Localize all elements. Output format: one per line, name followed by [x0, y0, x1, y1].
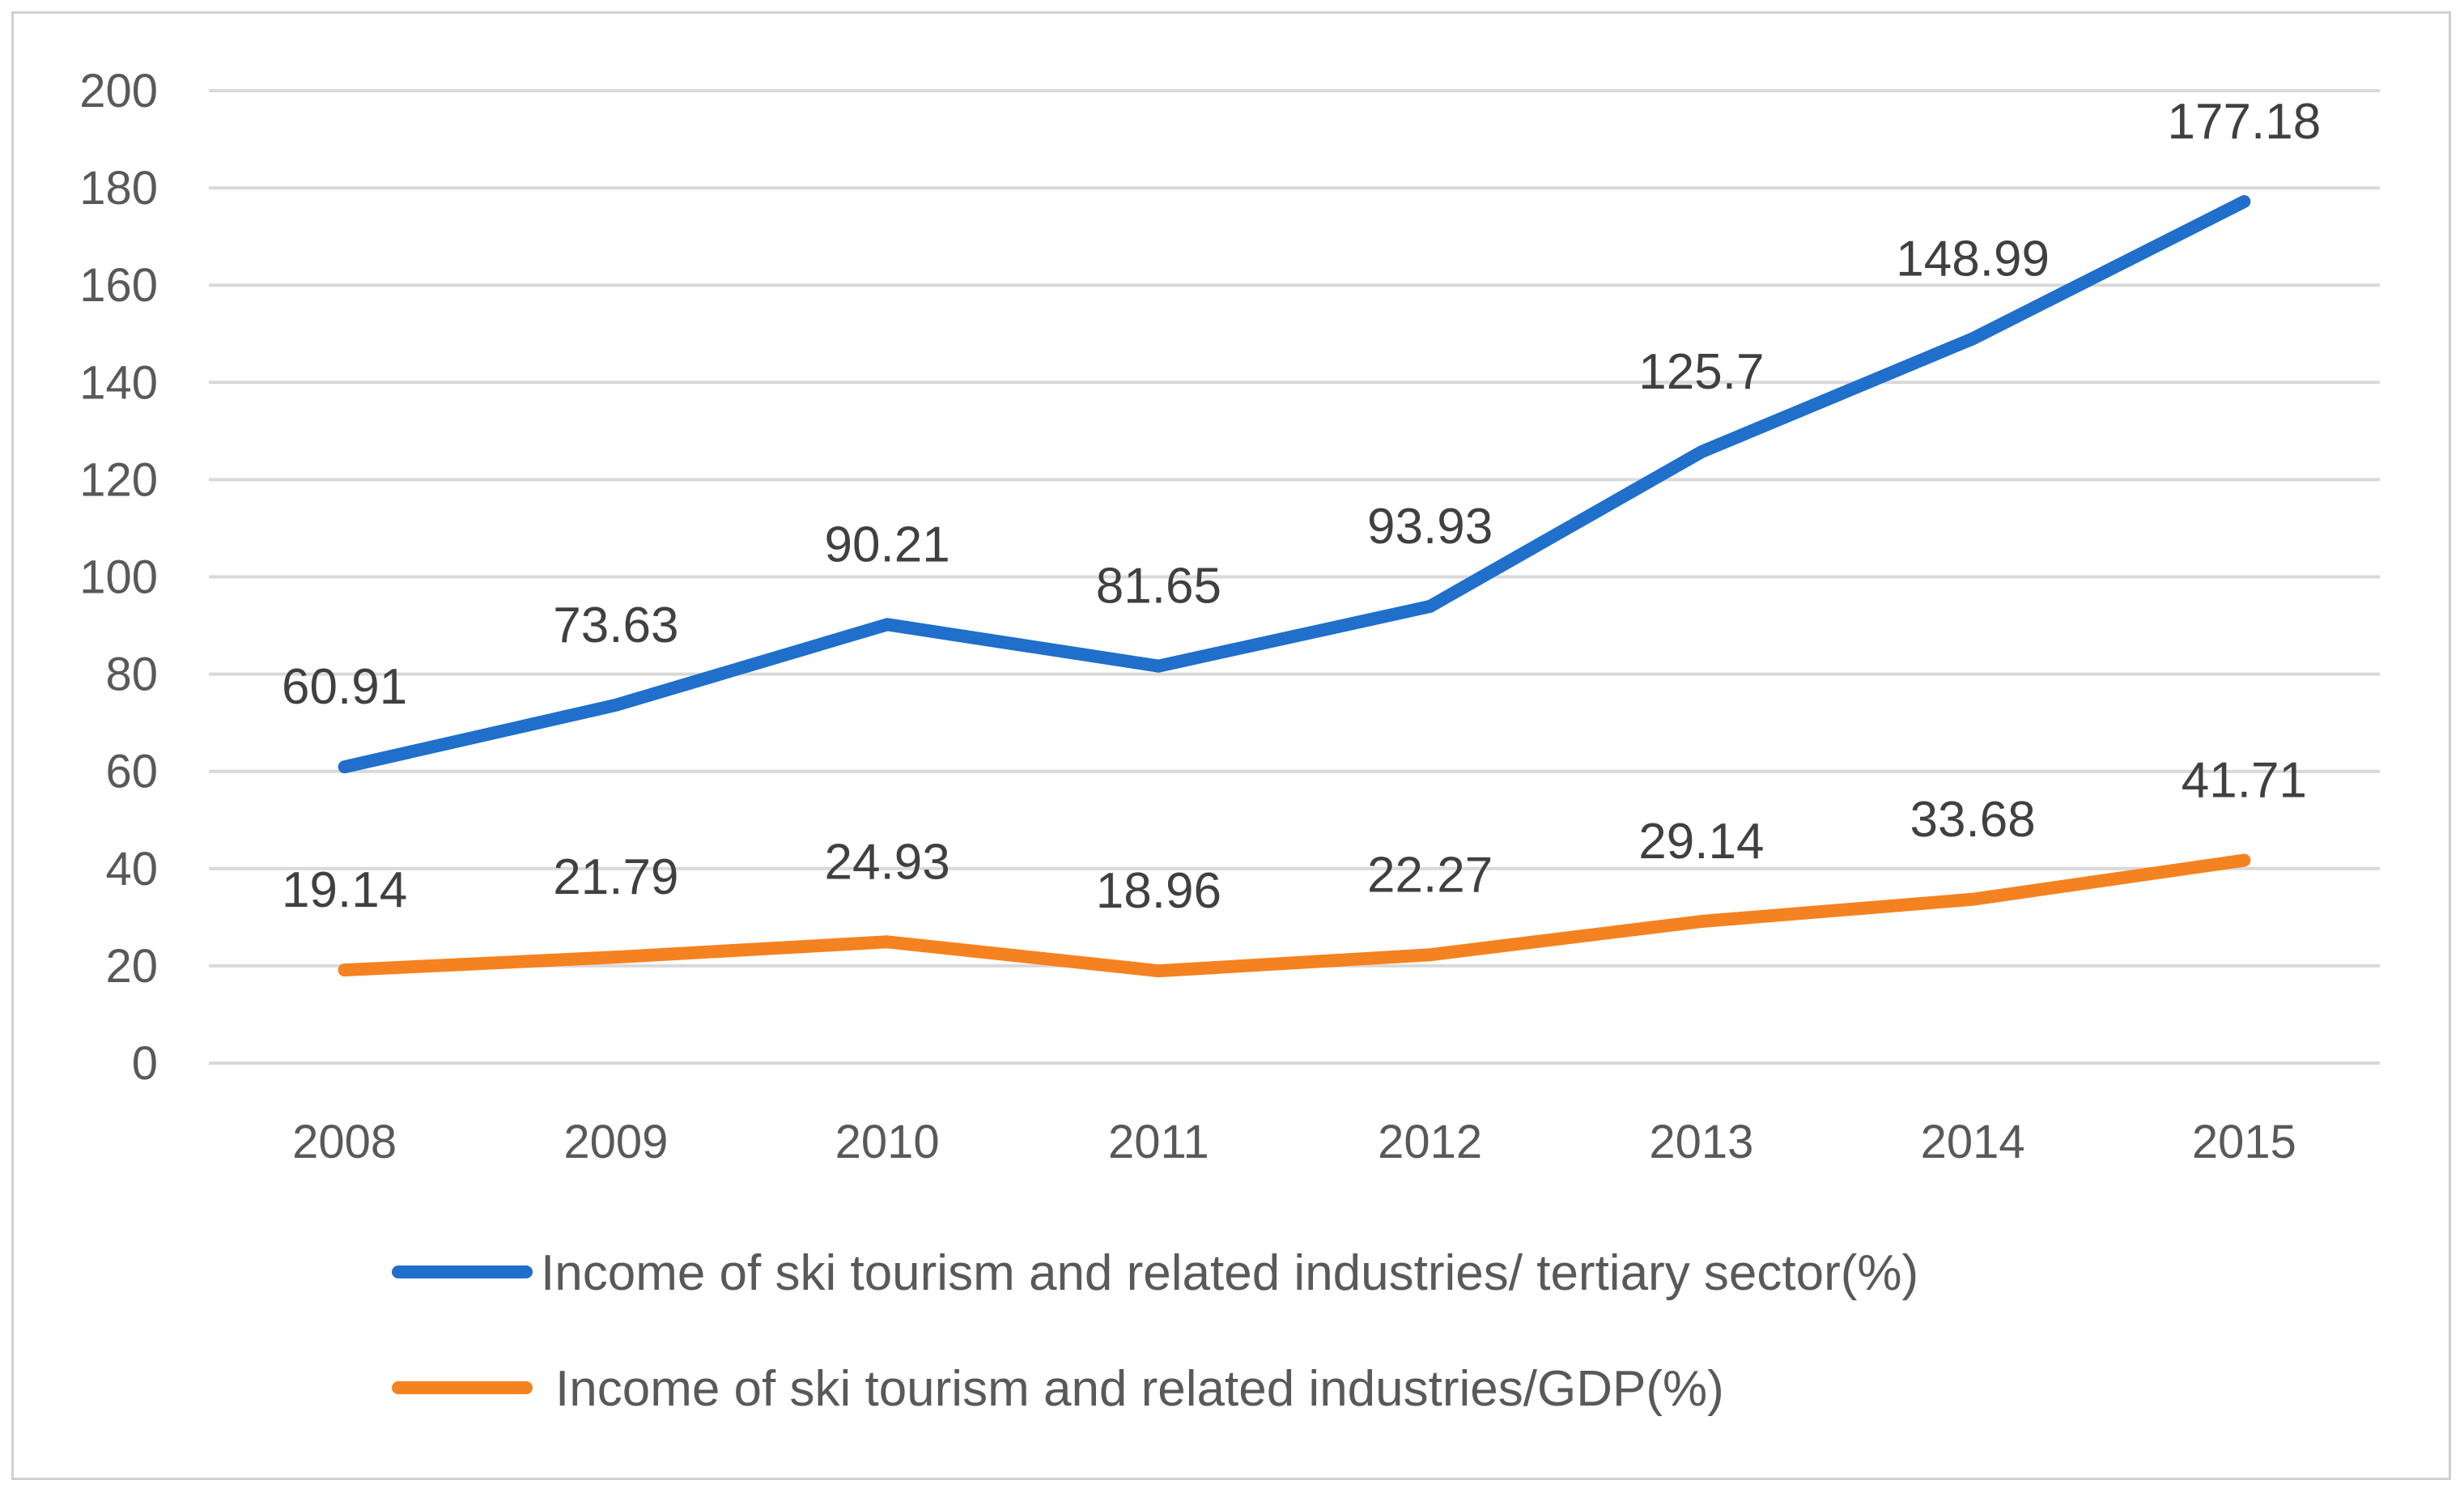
- data-label: 81.65: [1096, 559, 1221, 615]
- data-labels: 60.91 73.63 90.21 81.65 93.93 125.7 148.99 177.…: [282, 94, 2321, 919]
- x-axis-ticks: 2008 2009 2010 2011 2012 2013 2014 2015: [292, 1116, 2296, 1168]
- data-label: 60.91: [282, 659, 407, 715]
- data-label: 148.99: [1896, 231, 2050, 287]
- data-label: 24.93: [825, 834, 950, 890]
- y-tick-label: 100: [79, 551, 158, 604]
- y-tick-label: 80: [105, 649, 158, 701]
- y-tick-label: 60: [105, 746, 158, 798]
- y-tick-label: 20: [105, 940, 158, 993]
- data-label: 73.63: [553, 598, 678, 653]
- legend-entry-label: Income of ski tourism and related indust…: [555, 1361, 1724, 1417]
- data-label: 33.68: [1910, 792, 2036, 848]
- y-tick-label: 200: [79, 65, 158, 117]
- data-label: 29.14: [1638, 814, 1764, 870]
- x-tick-label: 2009: [563, 1116, 668, 1168]
- y-tick-label: 120: [79, 453, 158, 506]
- data-label: 21.79: [553, 849, 678, 905]
- legend: Income of ski tourism and related indust…: [392, 1245, 1918, 1417]
- x-tick-label: 2015: [2192, 1116, 2296, 1168]
- y-tick-label: 180: [79, 162, 158, 215]
- gridlines: [209, 89, 2380, 1065]
- y-tick-label: 160: [79, 259, 158, 312]
- y-tick-label: 140: [79, 356, 158, 409]
- data-label: 177.18: [2168, 94, 2322, 150]
- data-label: 19.14: [282, 862, 407, 918]
- series-line-tertiary-sector: [338, 195, 2251, 774]
- data-label: 22.27: [1367, 847, 1493, 903]
- data-label: 18.96: [1096, 863, 1221, 919]
- data-label: 125.7: [1638, 344, 1764, 400]
- x-tick-label: 2010: [835, 1116, 940, 1168]
- data-label: 90.21: [825, 517, 950, 572]
- data-label: 41.71: [2181, 753, 2307, 809]
- x-tick-label: 2012: [1378, 1116, 1482, 1168]
- y-axis-ticks: 0 20 40 60 80 100 120 140 160 180 200: [79, 65, 158, 1090]
- y-tick-label: 40: [105, 843, 158, 895]
- y-tick-label: 0: [132, 1037, 158, 1090]
- x-tick-label: 2008: [292, 1116, 397, 1168]
- data-label: 93.93: [1367, 499, 1493, 555]
- legend-entry-label: Income of ski tourism and related indust…: [541, 1245, 1918, 1301]
- series-line-gdp: [338, 853, 2251, 978]
- x-tick-label: 2011: [1108, 1116, 1209, 1168]
- series-lines: [338, 195, 2251, 978]
- x-tick-label: 2013: [1649, 1116, 1753, 1168]
- x-tick-label: 2014: [1921, 1116, 2025, 1168]
